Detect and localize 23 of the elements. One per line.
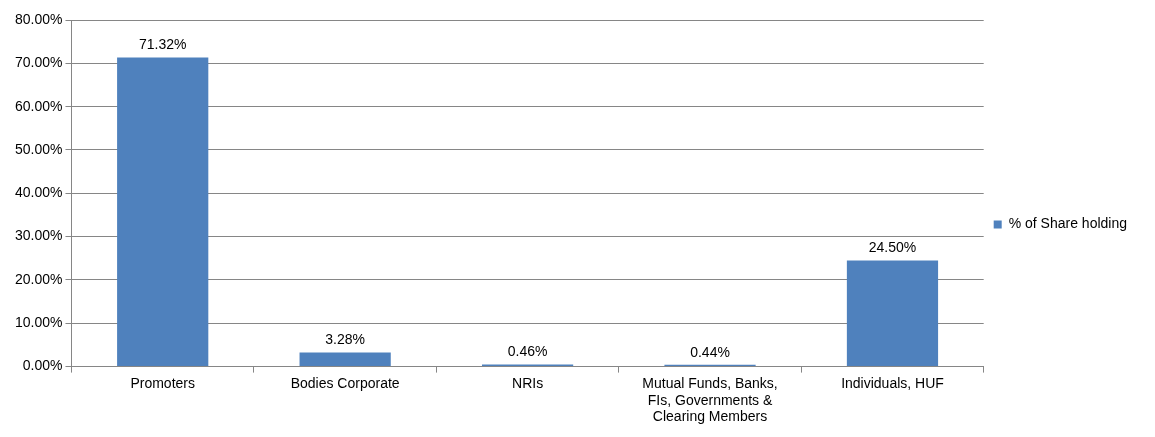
x-tick-label: Individuals, HUF [841,374,944,391]
x-tick-label: Mutual Funds, Banks, FIs, Governments & Clearing Members [642,374,778,425]
bar [299,352,391,367]
y-tick-label: 60.00% [15,97,63,114]
x-tick-label: NRIs [512,374,544,391]
y-tick-label: 70.00% [15,54,63,71]
y-tick-label: 20.00% [15,270,63,287]
data-label: 24.50% [868,239,917,256]
y-tick-label: 50.00% [15,140,63,157]
x-tick-label: Promoters [130,374,195,391]
y-tick-label: 0.00% [22,357,63,374]
x-tick-label: Bodies Corporate [290,374,400,391]
data-label: 71.32% [138,36,187,53]
data-label: 0.44% [690,343,730,360]
bar [846,260,939,367]
y-tick-label: 80.00% [15,10,63,27]
y-tick-label: 10.00% [15,314,63,331]
bar [117,57,209,367]
data-label: 3.28% [325,331,365,348]
data-label: 0.46% [507,343,548,360]
y-tick-label: 30.00% [15,227,63,244]
legend-label: % of Share holding [1008,215,1128,232]
y-tick-label: 40.00% [15,184,63,201]
